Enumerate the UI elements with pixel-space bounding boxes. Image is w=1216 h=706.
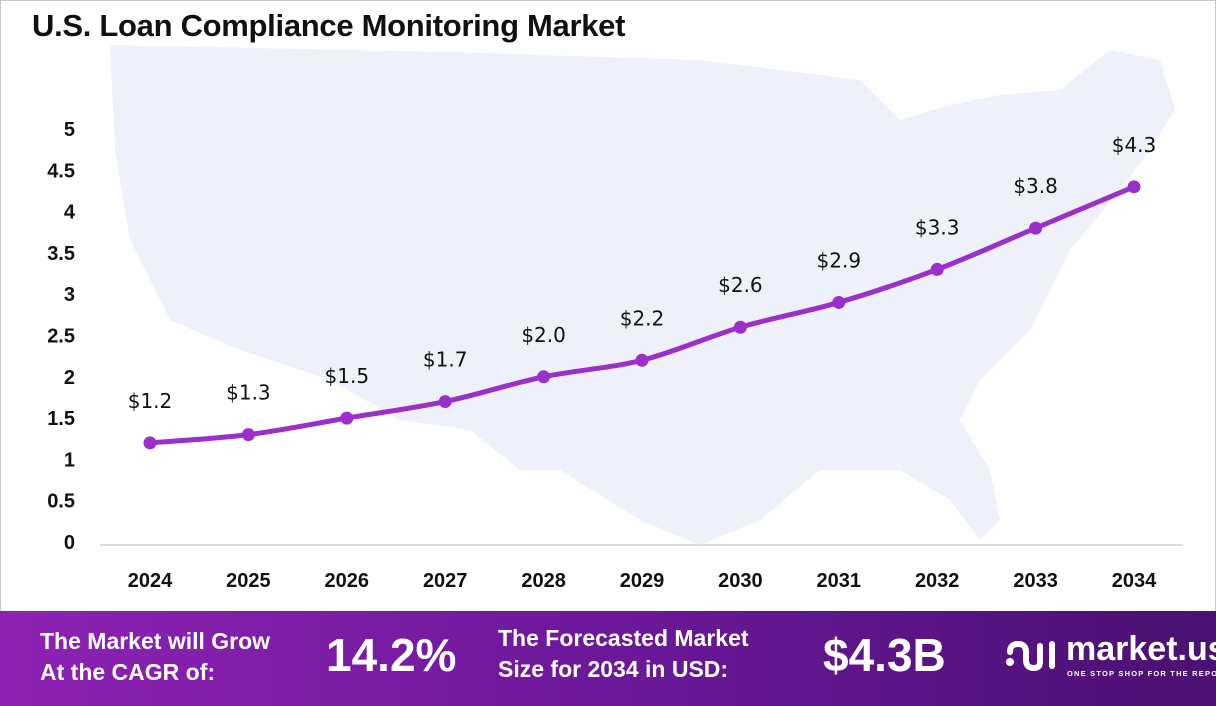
- cagr-label-line1: The Market will Grow: [40, 628, 271, 654]
- data-point: [832, 295, 846, 309]
- data-label: $1.3: [226, 381, 271, 405]
- y-tick-label: 1.5: [47, 408, 75, 430]
- forecast-label-line1: The Forecasted Market: [498, 625, 749, 651]
- cagr-value: 14.2%: [326, 629, 457, 681]
- x-tick-label: 2031: [817, 570, 862, 592]
- market-us-logo: market.us ONE STOP SHOP FOR THE REPORTS: [1004, 630, 1216, 682]
- cagr-label-line2: At the CAGR of:: [40, 659, 216, 685]
- data-label: $4.3: [1112, 133, 1157, 157]
- x-tick-label: 2032: [915, 570, 960, 592]
- data-point: [537, 370, 551, 384]
- data-label: $1.5: [325, 364, 370, 388]
- data-point: [340, 411, 354, 425]
- us-map-background: [110, 45, 1175, 545]
- y-tick-label: 5: [64, 119, 75, 141]
- data-point: [241, 428, 255, 442]
- data-point: [1029, 221, 1043, 235]
- y-tick-label: 3.5: [47, 243, 75, 265]
- data-point: [635, 353, 649, 367]
- x-tick-label: 2027: [423, 570, 468, 592]
- data-label: $3.3: [915, 215, 960, 239]
- data-label: $1.2: [128, 389, 173, 413]
- y-tick-label: 3: [64, 284, 75, 306]
- forecast-label-line2: Size for 2034 in USD:: [498, 656, 729, 682]
- data-label: $2.2: [620, 306, 665, 330]
- data-point: [143, 436, 157, 450]
- x-tick-label: 2025: [226, 570, 271, 592]
- x-tick-label: 2033: [1013, 570, 1058, 592]
- y-tick-label: 0.5: [47, 491, 75, 513]
- footer-banner: The Market will Grow At the CAGR of: 14.…: [0, 611, 1216, 706]
- x-tick-label: 2030: [718, 570, 763, 592]
- forecast-value: $4.3B: [823, 629, 946, 681]
- y-tick-label: 1: [64, 449, 75, 471]
- logo-tagline: ONE STOP SHOP FOR THE REPORTS: [1067, 669, 1216, 678]
- y-tick-label: 4.5: [47, 160, 75, 182]
- data-label: $2.6: [718, 273, 763, 297]
- data-label: $3.8: [1013, 174, 1058, 198]
- x-tick-label: 2026: [325, 570, 370, 592]
- y-tick-label: 2.5: [47, 326, 75, 348]
- y-tick-label: 0: [64, 532, 75, 554]
- y-tick-label: 4: [64, 202, 76, 224]
- data-label: $1.7: [423, 348, 468, 372]
- data-point: [930, 262, 944, 276]
- market-us-logo-icon: [1006, 640, 1055, 672]
- chart-title: U.S. Loan Compliance Monitoring Market: [32, 8, 626, 43]
- data-label: $2.0: [521, 323, 566, 347]
- x-tick-label: 2028: [521, 570, 566, 592]
- forecast-label: The Forecasted Market Size for 2034 in U…: [498, 623, 749, 685]
- x-tick-label: 2034: [1112, 570, 1157, 592]
- x-tick-label: 2024: [128, 570, 173, 592]
- data-label: $2.9: [817, 248, 862, 272]
- x-tick-label: 2029: [620, 570, 665, 592]
- cagr-label: The Market will Grow At the CAGR of:: [40, 626, 270, 688]
- data-point: [1127, 180, 1141, 194]
- line-chart: 0 0.5 1 1.5 2 2.5 3 3.5 4 4.5 5 2024 2025 2026 2027 20…: [47, 45, 1183, 592]
- data-point: [438, 395, 452, 409]
- data-point: [733, 320, 747, 334]
- y-tick-label: 2: [64, 367, 75, 389]
- logo-name: market.us: [1066, 630, 1216, 668]
